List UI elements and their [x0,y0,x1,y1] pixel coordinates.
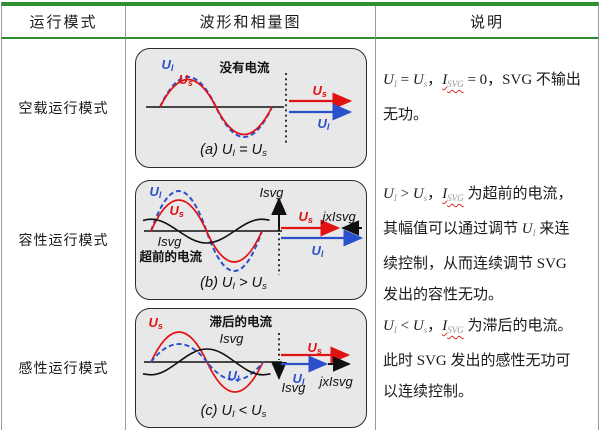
us-sine-curve [158,78,273,135]
phasor-label-ul: UI [292,371,305,387]
cell-diagram-b: UI Us Isvg 超前的电流 Isvg Us jxIsvg UI (b) U… [126,176,376,304]
isvg-lagging-current-curve [142,348,271,376]
cell-diagram-c: Us 滞后的电流 Isvg UI Isvg Us UI jxIsvg (c) U… [126,304,376,430]
phasor-label-ul: UI [311,243,324,259]
phasor-label-us: Us [298,209,313,225]
header-mode: 运行模式 [2,6,126,39]
phasor-label-us: Us [307,340,322,356]
ul-sine-curve [158,75,273,138]
isvg-leading-current-curve [142,218,270,244]
diagram-capacitive: UI Us Isvg 超前的电流 Isvg Us jxIsvg UI (b) U… [134,180,367,300]
description-inductive: UI < Us，ISVG 为滞后的电流。此时 SVG 发出的感性无功可以连续控制… [383,318,573,400]
description-capacitive: UI > Us，ISVG 为超前的电流，其幅值可以通过调节 UI 来连续控制，从… [383,186,573,303]
phasor-label-jxisvg: jxIsvg [322,209,356,224]
us-sine-curve [149,199,263,263]
cell-diagram-a: UI Us 没有电流 Us UI (a) UI = Us [126,39,376,176]
label-isvg: Isvg [157,234,182,249]
phasor-label-jxisvg: jxIsvg [319,374,353,389]
diagram-inductive: Us 滞后的电流 Isvg UI Isvg Us UI jxIsvg (c) U… [134,308,367,428]
mode-label-no-load: 空载运行模式 [2,39,126,176]
caption-c: (c) UI < Us [200,403,267,420]
label-no-current: 没有电流 [219,60,270,75]
label-us: Us [178,71,193,88]
label-isvg: Isvg [219,331,244,346]
waveform-phasor-svg-b [142,190,363,275]
caption-a: (a) UI = Us [200,141,267,159]
label-us: Us [169,203,184,219]
phasor-label-ul: UI [317,115,330,132]
waveform-phasor-svg-a [145,72,352,145]
label-ul: UI [149,184,162,200]
description-no-load: UI = Us，ISVG = 0，SVG 不输出无功。 [383,72,581,123]
mode-label-capacitive: 容性运行模式 [2,176,126,304]
phasor-label-us: Us [312,82,327,99]
ul-sine-curve [149,343,264,381]
label-ul: UI [161,56,174,73]
header-description: 说明 [376,6,598,39]
phasor-label-isvg: Isvg [281,380,306,395]
mode-label-inductive: 感性运行模式 [2,304,126,430]
label-us: Us [148,315,163,331]
caption-b: (b) UI > Us [200,275,267,292]
diagram-no-load: UI Us 没有电流 Us UI (a) UI = Us [134,47,367,168]
label-ul: UI [227,368,240,384]
label-leading-current: 超前的电流 [139,250,203,264]
waveform-phasor-svg-c [142,331,351,393]
header-waveform: 波形和相量图 [126,6,376,39]
phasor-label-isvg: Isvg [259,185,284,200]
label-lagging-current: 滞后的电流 [209,315,273,329]
